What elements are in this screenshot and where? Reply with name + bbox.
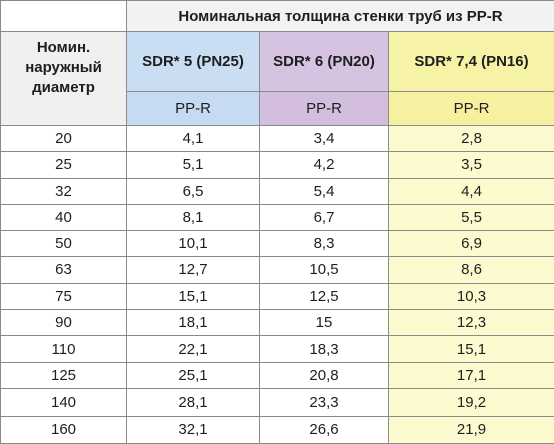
table-title: Номинальная толщина стенки труб из PP-R bbox=[126, 0, 554, 33]
diameter-cell: 160 bbox=[0, 415, 127, 444]
thickness-sdr6-cell: 8,3 bbox=[259, 230, 389, 258]
thickness-sdr5-cell: 8,1 bbox=[126, 203, 260, 232]
thickness-sdr5-cell: 5,1 bbox=[126, 151, 260, 179]
header-row: Номин. наружный диаметр SDR* 5 (PN25) SD… bbox=[0, 31, 554, 127]
thickness-sdr74-cell: 17,1 bbox=[388, 362, 554, 390]
diameter-header-line-2: наружный bbox=[25, 59, 102, 77]
thickness-sdr5-cell: 25,1 bbox=[126, 362, 260, 390]
column-header-sdr6: SDR* 6 (PN20) bbox=[259, 31, 389, 92]
thickness-sdr74-cell: 12,3 bbox=[388, 308, 554, 336]
diameter-header-line-1: Номин. bbox=[36, 39, 91, 57]
thickness-sdr74-cell: 10,3 bbox=[388, 282, 554, 310]
table-row: 90 18,1 15 12,3 bbox=[0, 308, 554, 336]
thickness-sdr74-cell: 19,2 bbox=[388, 388, 554, 417]
table-row: 75 15,1 12,5 10,3 bbox=[0, 282, 554, 310]
thickness-sdr6-cell: 20,8 bbox=[259, 362, 389, 390]
table-row: 20 4,1 3,4 2,8 bbox=[0, 125, 554, 153]
diameter-header-line-3: диаметр bbox=[32, 79, 95, 97]
material-row: PP-R PP-R PP-R bbox=[1, 90, 554, 127]
thickness-sdr6-cell: 4,2 bbox=[259, 151, 389, 179]
thickness-sdr74-cell: 6,9 bbox=[388, 230, 554, 258]
column-header-sdr5: SDR* 5 (PN25) bbox=[126, 31, 260, 92]
thickness-sdr5-cell: 6,5 bbox=[126, 177, 260, 205]
table-row: 160 32,1 26,6 21,9 bbox=[0, 415, 554, 444]
thickness-sdr6-cell: 10,5 bbox=[259, 256, 389, 284]
thickness-sdr6-cell: 12,5 bbox=[259, 282, 389, 310]
thickness-sdr6-cell: 5,4 bbox=[259, 177, 389, 205]
diameter-cell: 140 bbox=[0, 388, 127, 417]
thickness-sdr6-cell: 15 bbox=[259, 308, 389, 336]
thickness-sdr74-cell: 5,5 bbox=[388, 203, 554, 232]
diameter-cell: 125 bbox=[0, 362, 127, 390]
material-sdr74: PP-R bbox=[388, 90, 554, 127]
table-row: 50 10,1 8,3 6,9 bbox=[0, 230, 554, 258]
thickness-sdr5-cell: 22,1 bbox=[126, 334, 260, 364]
thickness-sdr5-cell: 4,1 bbox=[126, 125, 260, 153]
table-row: 32 6,5 5,4 4,4 bbox=[0, 177, 554, 205]
material-sdr6: PP-R bbox=[259, 90, 389, 127]
thickness-sdr74-cell: 4,4 bbox=[388, 177, 554, 205]
thickness-sdr74-cell: 21,9 bbox=[388, 415, 554, 444]
thickness-sdr6-cell: 6,7 bbox=[259, 203, 389, 232]
thickness-sdr5-cell: 10,1 bbox=[126, 230, 260, 258]
diameter-cell: 20 bbox=[0, 125, 127, 153]
thickness-sdr6-cell: 3,4 bbox=[259, 125, 389, 153]
diameter-header: Номин. наружный диаметр bbox=[0, 31, 127, 127]
diameter-cell: 32 bbox=[0, 177, 127, 205]
thickness-sdr5-cell: 28,1 bbox=[126, 388, 260, 417]
corner-cell bbox=[0, 0, 127, 33]
diameter-cell: 25 bbox=[0, 151, 127, 179]
thickness-sdr5-cell: 12,7 bbox=[126, 256, 260, 284]
table-row: 140 28,1 23,3 19,2 bbox=[0, 388, 554, 417]
thickness-sdr5-cell: 32,1 bbox=[126, 415, 260, 444]
diameter-cell: 110 bbox=[0, 334, 127, 364]
diameter-cell: 40 bbox=[0, 203, 127, 232]
diameter-cell: 75 bbox=[0, 282, 127, 310]
diameter-cell: 90 bbox=[0, 308, 127, 336]
table-row: 25 5,1 4,2 3,5 bbox=[0, 151, 554, 179]
thickness-sdr74-cell: 3,5 bbox=[388, 151, 554, 179]
material-sdr5: PP-R bbox=[126, 90, 260, 127]
thickness-sdr6-cell: 23,3 bbox=[259, 388, 389, 417]
thickness-sdr6-cell: 26,6 bbox=[259, 415, 389, 444]
thickness-sdr6-cell: 18,3 bbox=[259, 334, 389, 364]
table-row: 125 25,1 20,8 17,1 bbox=[0, 362, 554, 390]
thickness-sdr74-cell: 2,8 bbox=[388, 125, 554, 153]
thickness-sdr74-cell: 8,6 bbox=[388, 256, 554, 284]
diameter-cell: 50 bbox=[0, 230, 127, 258]
table-row: 110 22,1 18,3 15,1 bbox=[0, 334, 554, 364]
thickness-sdr5-cell: 18,1 bbox=[126, 308, 260, 336]
thickness-sdr5-cell: 15,1 bbox=[126, 282, 260, 310]
table-row: 40 8,1 6,7 5,5 bbox=[0, 203, 554, 232]
diameter-cell: 63 bbox=[0, 256, 127, 284]
title-row: Номинальная толщина стенки труб из PP-R bbox=[0, 0, 554, 33]
column-header-sdr74: SDR* 7,4 (PN16) bbox=[388, 31, 554, 92]
thickness-sdr74-cell: 15,1 bbox=[388, 334, 554, 364]
table-row: 63 12,7 10,5 8,6 bbox=[0, 256, 554, 284]
